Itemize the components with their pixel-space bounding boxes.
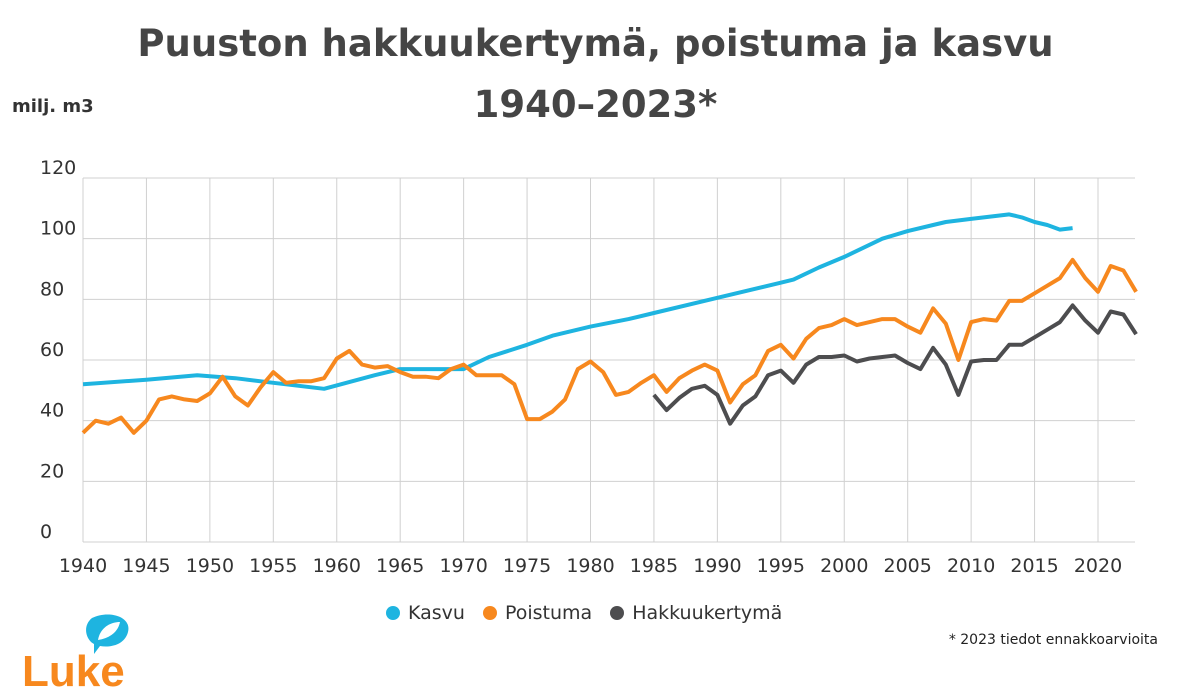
series-line-poistuma: [81, 257, 1138, 435]
legend-item-poistuma: Poistuma: [482, 602, 593, 624]
legend-label: Hakkuukertymä: [632, 602, 783, 624]
legend-item-kasvu: Kasvu: [386, 602, 465, 624]
chart-title-line1: Puuston hakkuukertymä, poistuma ja kasvu: [137, 22, 1054, 65]
svg-text:Luke: Luke: [22, 647, 125, 690]
luke-logo: Luke: [20, 610, 140, 696]
y-tick-label: 60: [40, 339, 64, 361]
x-tick-label: 2005: [884, 555, 932, 577]
x-tick-label: 1960: [313, 555, 361, 577]
x-tick-label: 1955: [249, 555, 297, 577]
x-tick-label: 2020: [1074, 555, 1122, 577]
legend-item-hakkuukertyma: Hakkuukertymä: [610, 602, 782, 624]
x-tick-label: 1970: [439, 555, 487, 577]
y-tick-label: 100: [40, 218, 76, 240]
y-tick-label: 20: [40, 460, 64, 482]
x-tick-label: 1965: [376, 555, 424, 577]
x-tick-label: 2010: [947, 555, 995, 577]
series-line-hakkuukertyma: [652, 303, 1138, 426]
x-tick-label: 1995: [757, 555, 805, 577]
x-tick-label: 1980: [566, 555, 614, 577]
legend-swatch: [386, 606, 400, 620]
x-tick-label: 1985: [630, 555, 678, 577]
legend-swatch: [482, 606, 497, 620]
chart-title-line2: 1940–2023*: [473, 83, 718, 126]
x-tick-label: 1950: [186, 555, 234, 577]
y-tick-label: 120: [40, 157, 76, 179]
y-axis-label: milj. m3: [12, 96, 94, 117]
x-tick-label: 1945: [122, 555, 170, 577]
y-tick-label: 80: [40, 278, 64, 300]
legend: Kasvu Poistuma Hakkuukertymä: [386, 602, 782, 624]
line-chart: 0 20 40 60 80 100 120 1940 1945 1950 1955 1960 1965 1…: [40, 157, 1138, 577]
x-tick-label: 2000: [820, 555, 868, 577]
footnote: * 2023 tiedot ennakkoarvioita: [948, 632, 1158, 648]
x-tick-label: 1940: [59, 555, 107, 577]
x-tick-label: 2015: [1010, 555, 1058, 577]
y-tick-label: 40: [40, 400, 64, 422]
legend-label: Kasvu: [408, 602, 465, 624]
legend-label: Poistuma: [504, 602, 593, 624]
legend-swatch: [610, 606, 625, 620]
y-tick-label: 0: [40, 521, 52, 543]
x-tick-label: 1975: [503, 555, 551, 577]
series-line-kasvu: [82, 212, 1073, 391]
x-tick-label: 1990: [693, 555, 741, 577]
